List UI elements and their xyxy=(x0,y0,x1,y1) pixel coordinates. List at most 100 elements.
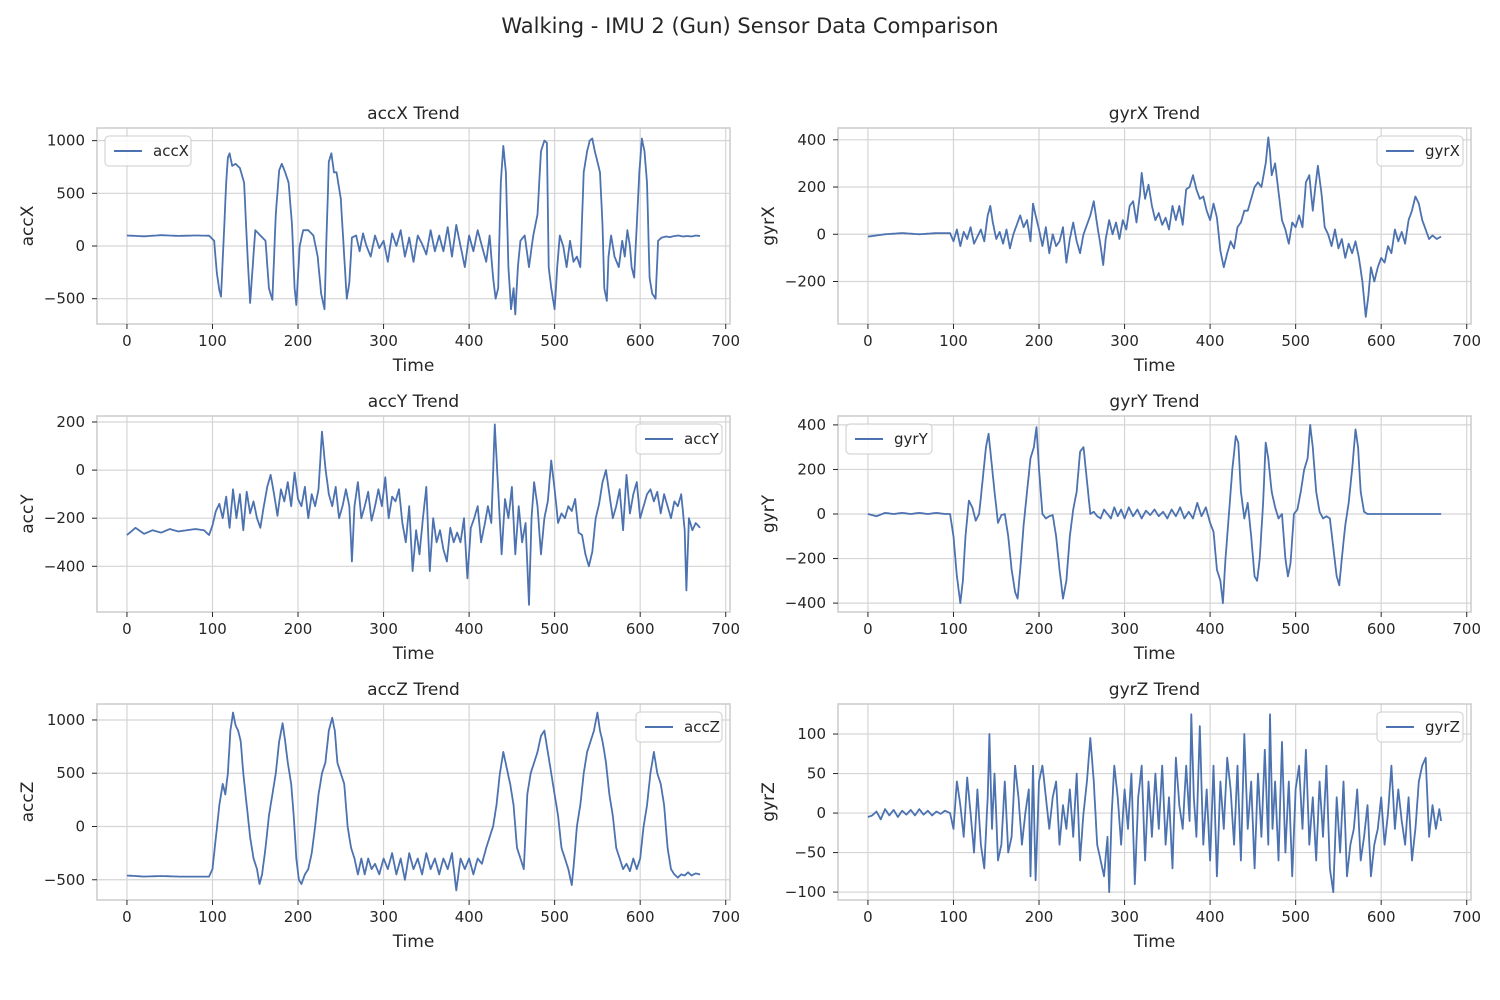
accX-legend-box xyxy=(104,135,192,167)
accZ-x-tick-label: 700 xyxy=(711,908,740,926)
gyrY-series-line xyxy=(867,424,1442,604)
accZ-title: accZ Trend xyxy=(367,680,460,700)
gyrZ-y-tick-label: 100 xyxy=(797,725,826,743)
gyrX-y-tick-label: 400 xyxy=(797,131,826,149)
accZ-x-tick-label: 200 xyxy=(284,908,313,926)
accX-title: accX Trend xyxy=(367,104,460,124)
subplot-accX: 0 100 200 300 400 500 600 700 −500 0 500 1000 accX T… xyxy=(18,104,740,376)
gyrX-x-tick-label: 200 xyxy=(1025,332,1054,350)
accX-series-line xyxy=(126,137,701,316)
accX-y-tick-label: 0 xyxy=(75,237,85,255)
gyrY-y-tick-label: 200 xyxy=(797,460,826,478)
accX-plot-area xyxy=(97,128,730,324)
gyrY-x-tick-label: 100 xyxy=(939,620,968,638)
subplot-gyrZ: 0 100 200 300 400 500 600 700 −100 −50 0 50 100 gyrZ … xyxy=(759,680,1481,952)
accZ-y-tick-label: 500 xyxy=(56,764,85,782)
accZ-x-tick-label: 400 xyxy=(455,908,484,926)
subplot-gyrY: 0 100 200 300 400 500 600 700 −400 −200 0 200 400 gyr… xyxy=(759,392,1481,664)
gyrZ-x-tick-label: 0 xyxy=(863,908,873,926)
figure-title: Walking - IMU 2 (Gun) Sensor Data Compar… xyxy=(501,14,999,38)
accX-x-tick-label: 300 xyxy=(369,332,398,350)
gyrZ-x-tick-label: 700 xyxy=(1452,908,1481,926)
gyrX-x-tick-label: 0 xyxy=(863,332,873,350)
gyrX-y-tick-label: 0 xyxy=(816,225,826,243)
gyrX-x-tick-label: 600 xyxy=(1367,332,1396,350)
gyrY-x-tick-label: 300 xyxy=(1110,620,1139,638)
subplot-gyrX: 0 100 200 300 400 500 600 700 −200 0 200 400 gyrX Tr… xyxy=(759,104,1481,376)
gyrX-title: gyrX Trend xyxy=(1109,104,1200,124)
gyrX-legend-box xyxy=(1376,135,1464,167)
gyrZ-title: gyrZ Trend xyxy=(1109,680,1200,700)
accZ-y-tick-label: 1000 xyxy=(47,711,85,729)
gyrX-xlabel: Time xyxy=(1133,356,1176,376)
accZ-x-tick-label: 300 xyxy=(369,908,398,926)
accY-legend: accY xyxy=(635,423,723,455)
accX-ylabel: accX xyxy=(18,205,38,246)
accY-x-tick-label: 0 xyxy=(122,620,132,638)
gyrZ-x-tick-label: 300 xyxy=(1110,908,1139,926)
gyrX-plot-area xyxy=(838,128,1471,324)
accX-x-tick-label: 500 xyxy=(540,332,569,350)
gyrX-frame xyxy=(837,127,1472,325)
accZ-x-tick-label: 600 xyxy=(626,908,655,926)
gyrZ-x-tick-label: 200 xyxy=(1025,908,1054,926)
accY-x-tick-label: 200 xyxy=(284,620,313,638)
accZ-y-tick-label: −500 xyxy=(44,871,85,889)
gyrY-x-tick-label: 500 xyxy=(1281,620,1310,638)
accZ-y-tick-label: 0 xyxy=(75,818,85,836)
gyrY-xlabel: Time xyxy=(1133,644,1176,664)
accX-x-tick-label: 100 xyxy=(198,332,227,350)
gyrZ-frame xyxy=(837,703,1472,901)
gyrY-y-tick-label: −200 xyxy=(785,550,826,568)
accZ-plot-area xyxy=(97,704,730,900)
gyrZ-y-tick-label: −100 xyxy=(785,883,826,901)
accX-legend: accX xyxy=(104,135,192,167)
accY-legend-box xyxy=(635,423,723,455)
gyrY-x-tick-label: 0 xyxy=(863,620,873,638)
gyrY-y-tick-label: 0 xyxy=(816,505,826,523)
accX-x-tick-label: 600 xyxy=(626,332,655,350)
gyrX-x-tick-label: 300 xyxy=(1110,332,1139,350)
accZ-legend: accZ xyxy=(635,711,723,743)
accY-x-tick-label: 100 xyxy=(198,620,227,638)
gyrX-y-tick-label: −200 xyxy=(785,272,826,290)
gyrX-legend-label: gyrX xyxy=(1425,142,1460,160)
accY-series-line xyxy=(126,423,701,606)
accY-x-tick-label: 300 xyxy=(369,620,398,638)
accZ-series-line xyxy=(126,711,701,892)
accX-legend-label: accX xyxy=(153,142,189,160)
accZ-legend-box xyxy=(635,711,723,743)
accZ-xlabel: Time xyxy=(392,932,435,952)
gyrX-series-line xyxy=(867,136,1442,318)
accY-y-tick-label: −400 xyxy=(44,557,85,575)
accY-x-tick-label: 500 xyxy=(540,620,569,638)
subplot-accZ: 0 100 200 300 400 500 600 700 −500 0 500 1000 accZ T… xyxy=(18,680,740,952)
accZ-x-tick-label: 500 xyxy=(540,908,569,926)
gyrZ-y-tick-label: −50 xyxy=(794,844,826,862)
gyrY-ylabel: gyrY xyxy=(759,494,779,533)
gyrY-legend: gyrY xyxy=(845,423,933,455)
accY-x-tick-label: 600 xyxy=(626,620,655,638)
gyrX-x-tick-label: 100 xyxy=(939,332,968,350)
accX-y-tick-label: 1000 xyxy=(47,132,85,150)
accX-y-tick-label: −500 xyxy=(44,290,85,308)
gyrX-x-tick-label: 500 xyxy=(1281,332,1310,350)
gyrY-title: gyrY Trend xyxy=(1109,392,1199,412)
gyrX-legend: gyrX xyxy=(1376,135,1464,167)
accZ-ylabel: accZ xyxy=(18,782,38,823)
accY-frame xyxy=(96,415,731,613)
accZ-x-tick-label: 0 xyxy=(122,908,132,926)
accX-frame xyxy=(96,127,731,325)
gyrY-x-tick-label: 700 xyxy=(1452,620,1481,638)
accX-x-tick-label: 700 xyxy=(711,332,740,350)
gyrZ-legend: gyrZ xyxy=(1376,711,1464,743)
gyrZ-series-line xyxy=(867,713,1442,893)
gyrZ-y-tick-label: 50 xyxy=(807,765,826,783)
gyrY-x-tick-label: 400 xyxy=(1196,620,1225,638)
accY-plot-area xyxy=(97,416,730,612)
gyrZ-ylabel: gyrZ xyxy=(759,782,779,822)
gyrY-x-tick-label: 200 xyxy=(1025,620,1054,638)
gyrZ-xlabel: Time xyxy=(1133,932,1176,952)
